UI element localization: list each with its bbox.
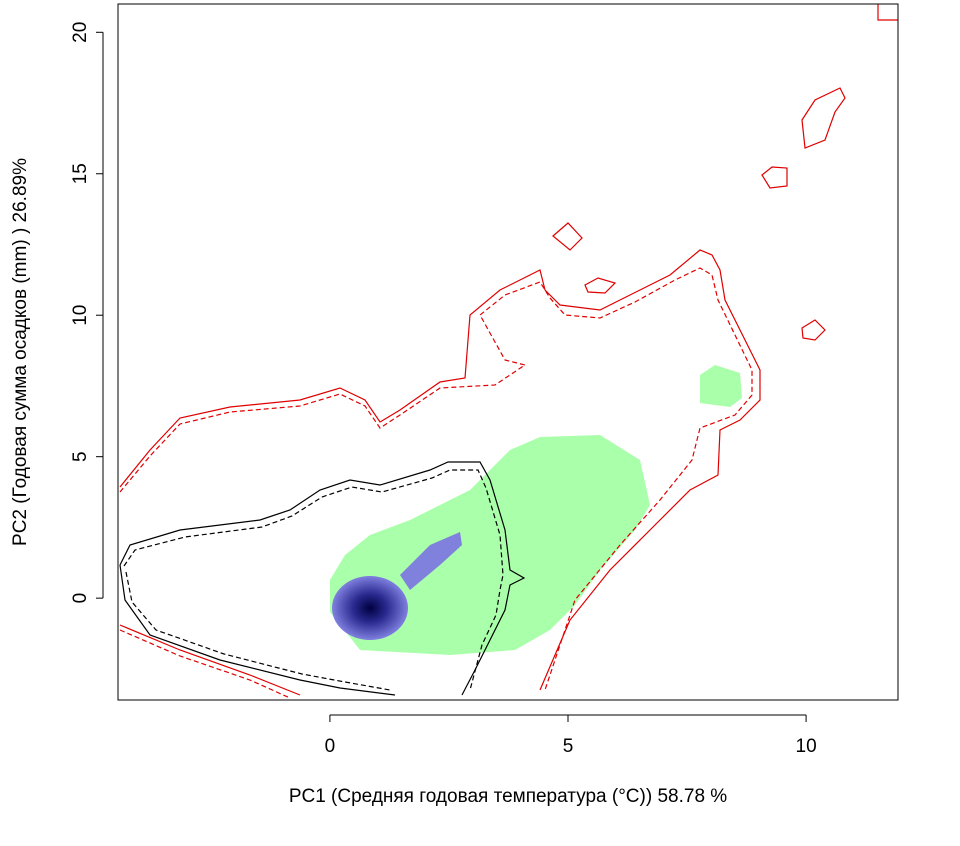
red-contour bbox=[552, 222, 583, 251]
black-contour bbox=[123, 469, 504, 691]
black-contour bbox=[125, 571, 391, 691]
plot-box bbox=[117, 3, 899, 701]
black-contour bbox=[119, 564, 396, 696]
black-contour bbox=[119, 461, 526, 696]
blue-core bbox=[332, 576, 408, 640]
x-axis-label: PC1 (Средняя годовая температура (°C)) 5… bbox=[289, 786, 727, 807]
red-contour bbox=[119, 624, 301, 696]
red-contour bbox=[761, 166, 788, 189]
y-tick-label: 15 bbox=[70, 163, 91, 184]
x-tick-label: 0 bbox=[325, 736, 336, 757]
y-tick-label: 20 bbox=[70, 22, 91, 43]
red-contour bbox=[119, 267, 753, 691]
y-tick-label: 10 bbox=[70, 305, 91, 326]
green-area bbox=[700, 365, 742, 407]
density-layer bbox=[119, 4, 898, 699]
y-tick-label: 0 bbox=[70, 593, 91, 604]
blue-area bbox=[400, 532, 462, 590]
x-tick-label: 5 bbox=[563, 736, 574, 757]
red-contour bbox=[877, 4, 898, 21]
x-tick-label: 10 bbox=[796, 736, 817, 757]
red-contour bbox=[584, 277, 617, 294]
red-contour bbox=[801, 87, 846, 149]
red-contour bbox=[119, 629, 291, 699]
red-contour bbox=[119, 249, 761, 691]
red-contour bbox=[801, 319, 826, 341]
green-area bbox=[330, 435, 650, 655]
y-tick-label: 5 bbox=[70, 451, 91, 462]
y-axis-label: PC2 (Годовая сумма осадков (mm) ) 26.89% bbox=[10, 158, 31, 546]
